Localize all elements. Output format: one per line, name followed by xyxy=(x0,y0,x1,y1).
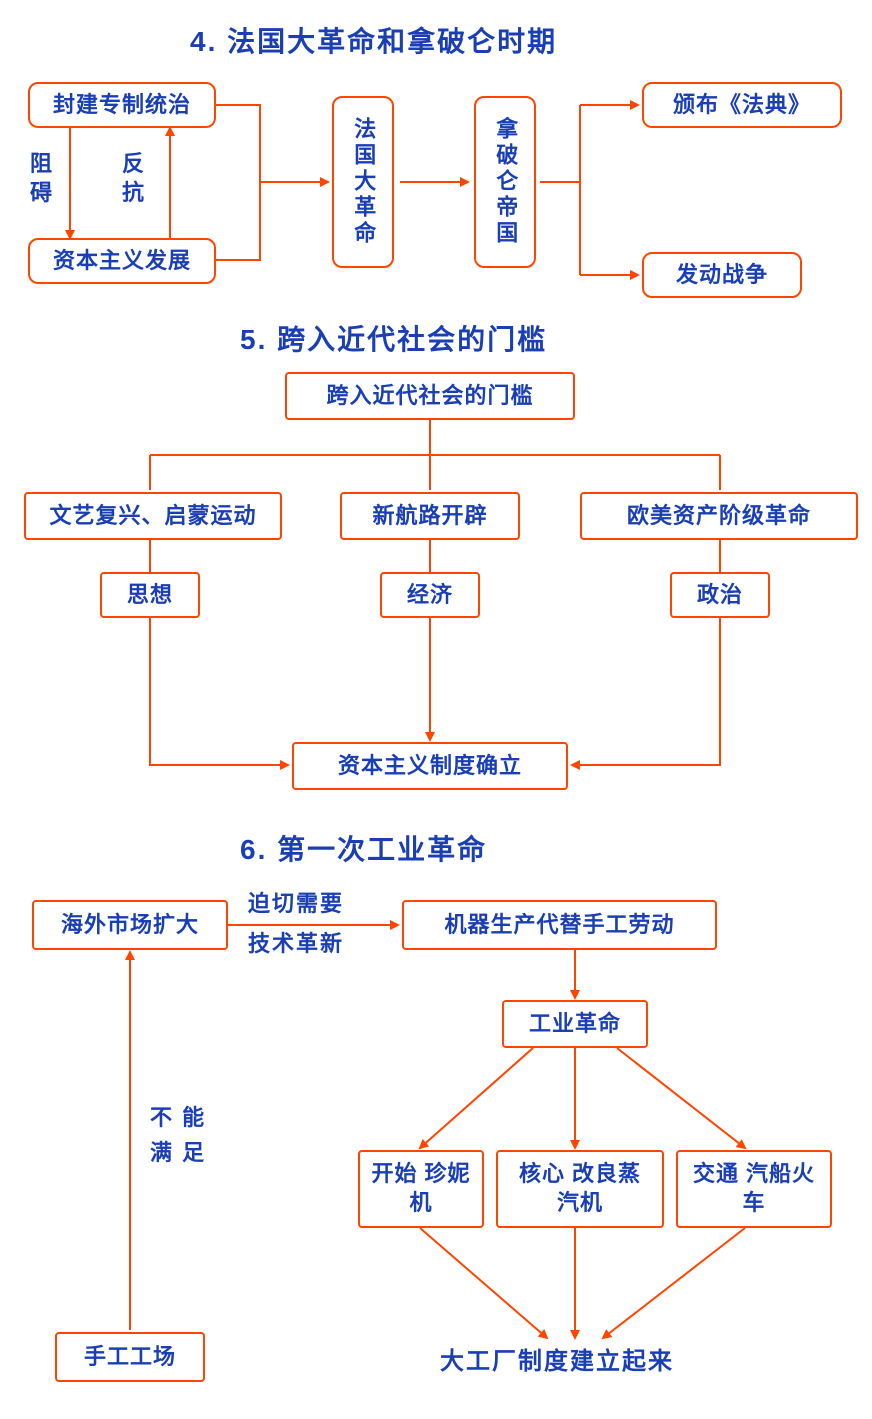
box-french-rev: 法国大革命 xyxy=(332,96,394,268)
box-war: 发动战争 xyxy=(642,252,802,298)
box-root: 跨入近代社会的门槛 xyxy=(285,372,575,420)
box-industrial-rev: 工业革命 xyxy=(502,1000,648,1048)
box-established: 资本主义制度确立 xyxy=(292,742,568,790)
box-steam: 核心 改良蒸汽机 xyxy=(496,1150,664,1228)
box-transport: 交通 汽船火车 xyxy=(676,1150,832,1228)
box-renaissance: 文艺复兴、启蒙运动 xyxy=(24,492,282,540)
label-factory: 大工厂制度建立起来 xyxy=(440,1346,674,1377)
box-capitalism-dev: 资本主义发展 xyxy=(28,238,216,284)
box-politics: 政治 xyxy=(670,572,770,618)
box-code: 颁布《法典》 xyxy=(642,82,842,128)
label-resist: 反 抗 xyxy=(122,150,146,207)
box-machine: 机器生产代替手工劳动 xyxy=(402,900,717,950)
box-economy: 经济 xyxy=(380,572,480,618)
box-thought: 思想 xyxy=(100,572,200,618)
section4-title: 4. 法国大革命和拿破仑时期 xyxy=(190,20,557,60)
box-market: 海外市场扩大 xyxy=(32,900,228,950)
box-workshop: 手工工场 xyxy=(55,1332,205,1382)
label-need: 迫切需要 技术革新 xyxy=(248,884,344,963)
section6-title: 6. 第一次工业革命 xyxy=(240,828,487,868)
section5-title: 5. 跨入近代社会的门槛 xyxy=(240,318,547,358)
box-bourgeois-rev: 欧美资产阶级革命 xyxy=(580,492,858,540)
box-routes: 新航路开辟 xyxy=(340,492,520,540)
label-hinder: 阻 碍 xyxy=(30,150,54,207)
box-jenny: 开始 珍妮机 xyxy=(358,1150,484,1228)
label-insufficient: 不 能 满 足 xyxy=(150,1100,206,1170)
box-feudal: 封建专制统治 xyxy=(28,82,216,128)
box-napoleon: 拿破仑帝国 xyxy=(474,96,536,268)
